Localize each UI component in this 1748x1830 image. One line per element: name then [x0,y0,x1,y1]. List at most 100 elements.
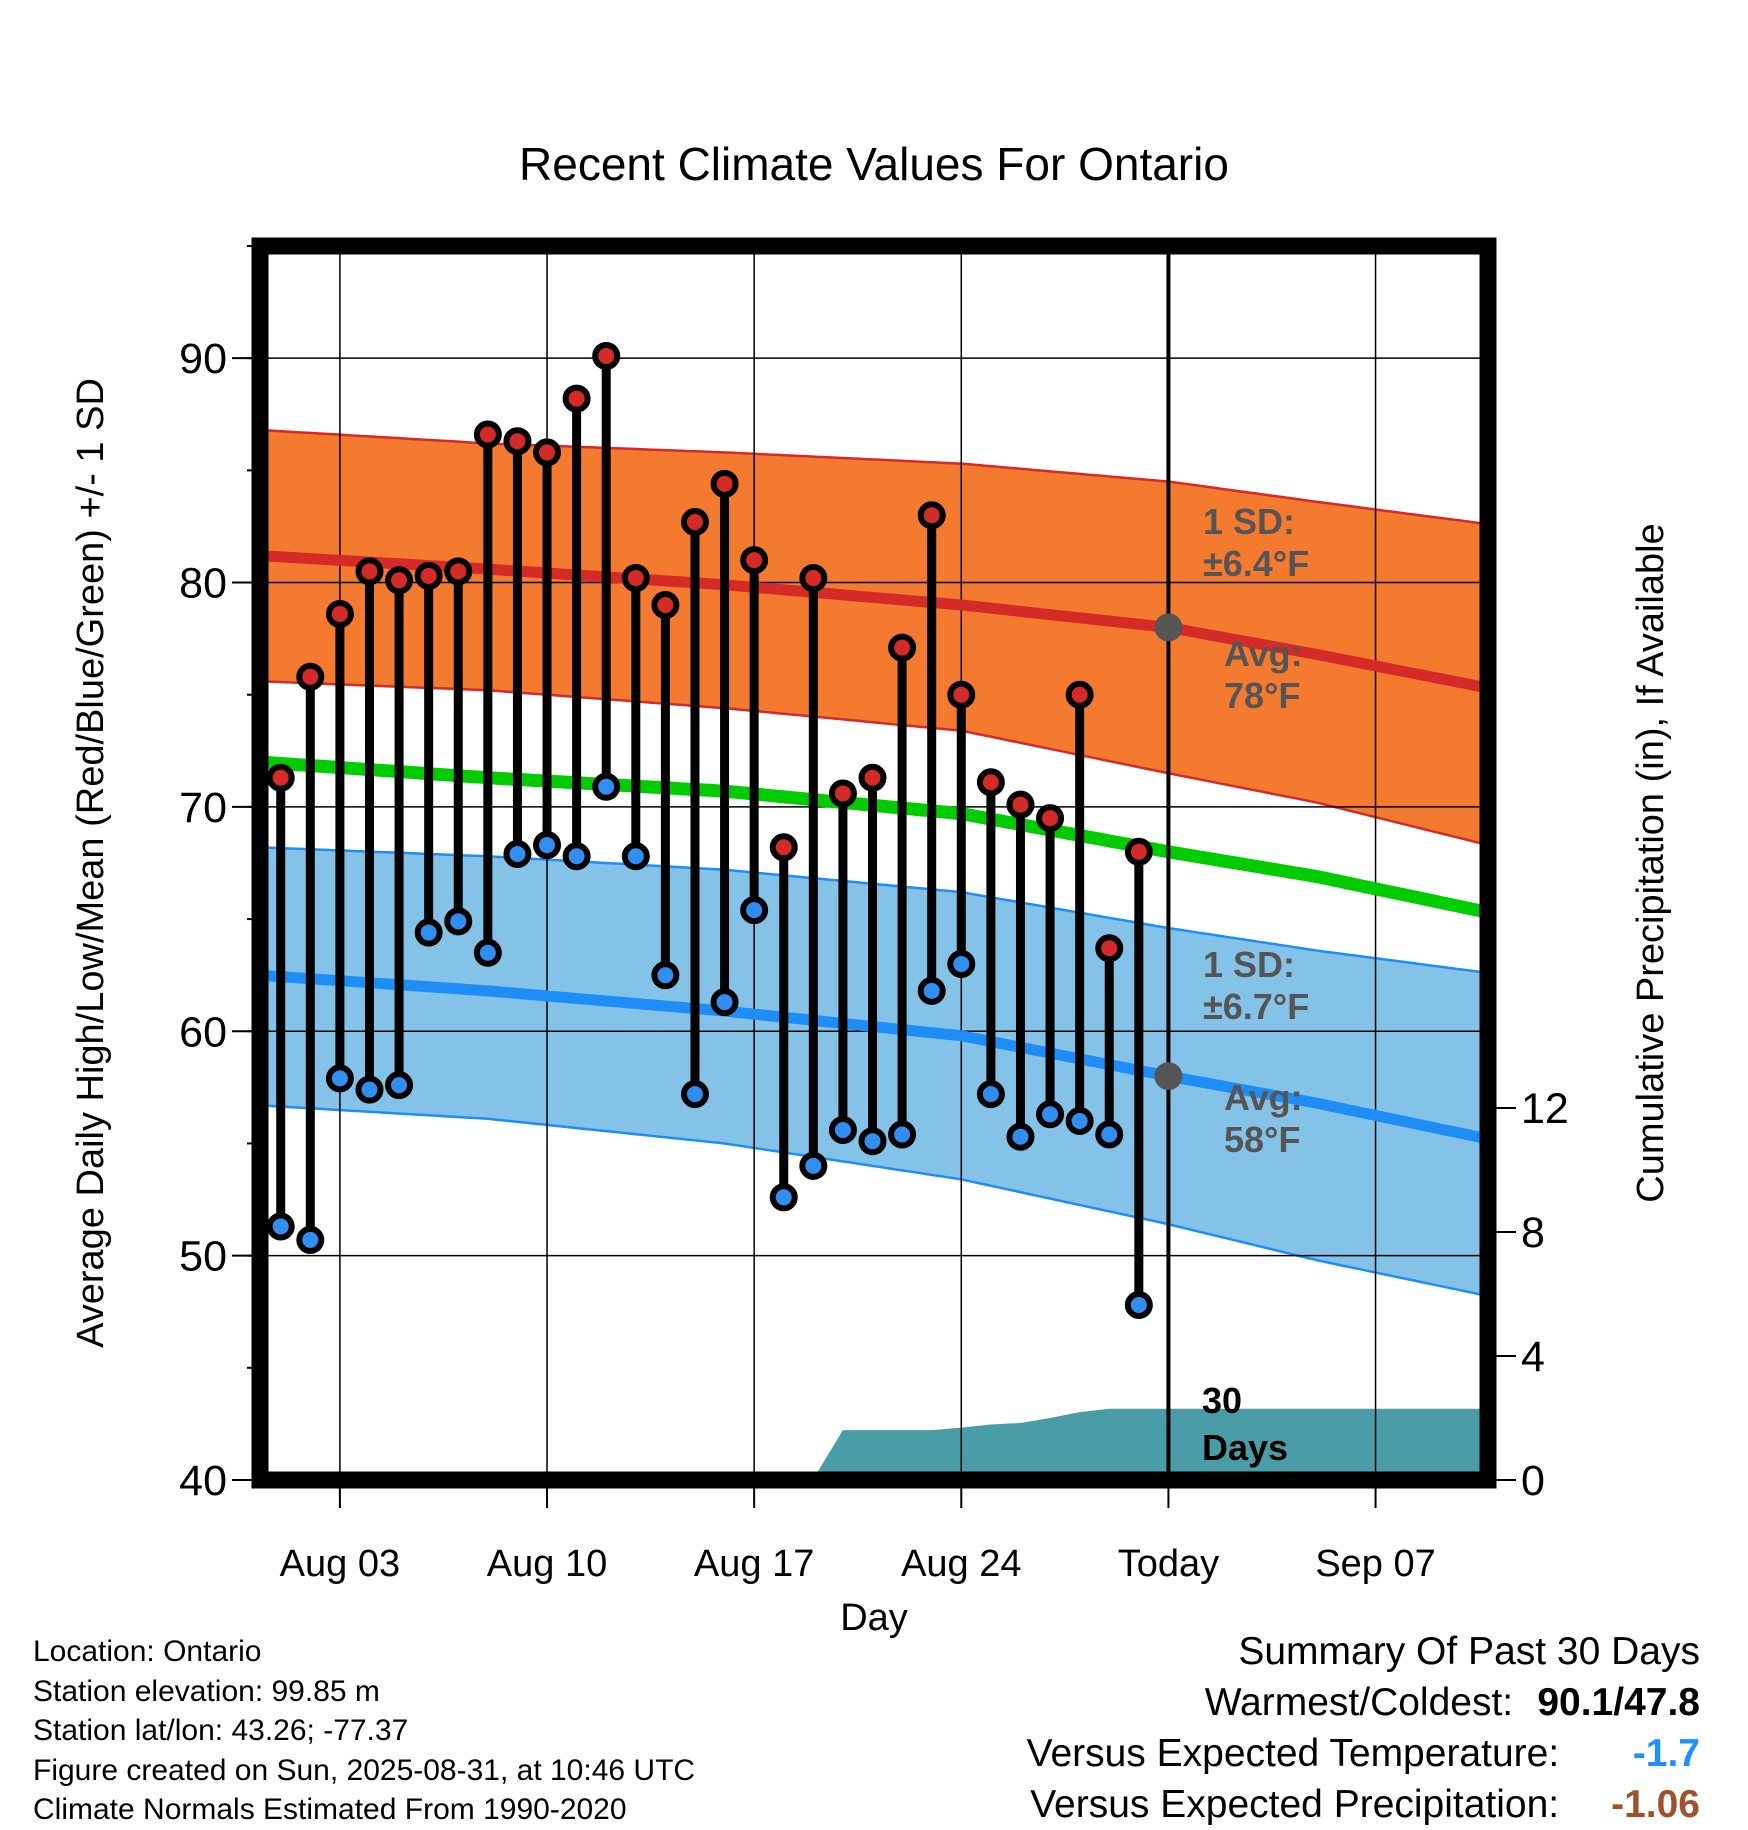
annotation-line1: Avg: [1224,1077,1303,1118]
daily-high-point [740,546,769,575]
x-tick-label: Aug 17 [694,1543,814,1585]
y2-tick-label: 0 [1521,1457,1545,1505]
annotation-line2: 58°F [1224,1119,1300,1160]
daily-high-point [473,420,502,449]
daily-high-point [1006,790,1035,819]
y-tick-label: 90 [179,335,227,383]
daily-low-point [325,1064,354,1093]
daily-low-point [680,1080,709,1109]
summary-panel: Summary Of Past 30 Days Warmest/Coldest:… [1027,1626,1700,1830]
precipitation-departure-label: Versus Expected Precipitation: [1030,1783,1560,1826]
daily-low-point [1065,1107,1094,1136]
daily-low-point [1095,1120,1124,1149]
daily-high-point [592,341,621,370]
daily-low-point [414,918,443,947]
daily-high-point [533,438,562,467]
y2-tick-label: 12 [1521,1085,1569,1133]
annotation-line2: Days [1202,1427,1288,1468]
daily-high-point [1065,680,1094,709]
precipitation-departure-row: Versus Expected Precipitation: -1.06 [1027,1779,1700,1830]
daily-high-point [828,779,857,808]
annotation-line2: ±6.4°F [1203,543,1309,584]
created-text: Figure created on Sun, 2025-08-31, at 10… [33,1753,696,1787]
y-tick-label: 40 [179,1457,227,1505]
x-tick-label: Aug 24 [901,1543,1021,1585]
temperature-departure-row: Versus Expected Temperature: -1.7 [1027,1728,1700,1779]
daily-low-point [888,1120,917,1149]
annotation-line2: ±6.7°F [1203,986,1309,1027]
daily-low-point [1036,1100,1065,1129]
plot-frame [251,237,1497,1489]
elevation-text: Station elevation: 99.85 m [33,1674,380,1708]
daily-low-point [710,988,739,1017]
daily-high-point [680,507,709,536]
latlon-text: Station lat/lon: 43.26; -77.37 [33,1714,409,1747]
x-tick-label: Aug 10 [487,1543,607,1585]
daily-high-point [621,564,650,593]
daily-high-point [858,763,887,792]
daily-low-point [1006,1122,1035,1151]
y2-axis-label: Cumulative Precipitation (in), If Availa… [1630,523,1672,1202]
daily-low-point [385,1071,414,1100]
high-sd-lower-line [259,680,1489,847]
daily-low-point [621,842,650,871]
daily-high-point [769,833,798,862]
x-tick-labels: Aug 03 Aug 10 Aug 17 Aug 24 Today Sep 07 [280,1488,1436,1585]
daily-high-point [976,768,1005,797]
low-sd-lower-line [259,1104,1489,1298]
precipitation-departure-value: -1.06 [1611,1783,1700,1826]
temperature-departure-value: -1.7 [1632,1732,1700,1775]
y2-tick-label: 4 [1521,1333,1545,1381]
daily-high-point [651,590,680,619]
high-sd-band [260,430,1488,846]
daily-low-point [769,1183,798,1212]
daily-high-point [266,763,295,792]
precipitation-area [260,1408,1488,1480]
daily-high-point [1124,837,1153,866]
y-tick-label: 70 [179,784,227,832]
annotation-line1: Avg: [1224,633,1303,674]
annotation-line2: 78°F [1224,675,1300,716]
daily-low-point [799,1151,828,1180]
y-axis-label: Average Daily High/Low/Mean (Red/Blue/Gr… [70,378,112,1348]
daily-low-point [976,1080,1005,1109]
daily-low-point [296,1225,325,1254]
daily-low-point [592,772,621,801]
daily-high-point [385,566,414,595]
daily-high-point [444,557,473,586]
warmest-coldest-value: 90.1/47.8 [1537,1681,1700,1724]
daily-high-point [917,501,946,530]
daily-low-point [828,1115,857,1144]
daily-high-point [947,680,976,709]
daily-high-point [414,561,443,590]
x-tick-label: Aug 03 [280,1543,400,1585]
annotation-line1: 30 [1202,1380,1242,1421]
daily-high-point [562,384,591,413]
y-tick-labels: 40 50 60 70 80 90 [179,245,252,1505]
daily-high-point [325,599,354,628]
y-tick-label: 50 [179,1233,227,1281]
warmest-coldest-row: Warmest/Coldest: 90.1/47.8 [1027,1677,1700,1728]
high-average-today-marker [1154,613,1183,642]
daily-high-point [503,427,532,456]
daily-low-point [444,907,473,936]
y2-tick-labels: 0 4 8 12 [1496,1085,1569,1505]
daily-high-point [296,662,325,691]
daily-high-point [1036,804,1065,833]
warmest-coldest-label: Warmest/Coldest: [1204,1681,1514,1724]
daily-low-point [533,831,562,860]
daily-high-point [888,633,917,662]
high-sd-upper-line [259,428,1489,526]
y-tick-label: 80 [179,560,227,608]
low-average-today-marker [1154,1062,1183,1091]
location-text: Location: Ontario [33,1635,262,1668]
chart-title: Recent Climate Values For Ontario [519,138,1229,190]
daily-low-point [562,842,591,871]
daily-low-point [947,949,976,978]
x-axis-label: Day [840,1597,908,1639]
daily-low-point [266,1212,295,1241]
daily-high-point [1095,934,1124,963]
daily-values [266,341,1153,1319]
